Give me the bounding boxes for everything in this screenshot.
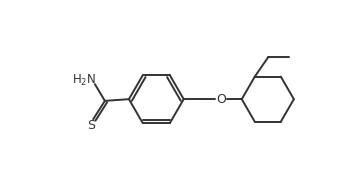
Text: O: O [216, 93, 226, 106]
Text: S: S [88, 119, 95, 132]
Text: H$_2$N: H$_2$N [72, 73, 96, 88]
